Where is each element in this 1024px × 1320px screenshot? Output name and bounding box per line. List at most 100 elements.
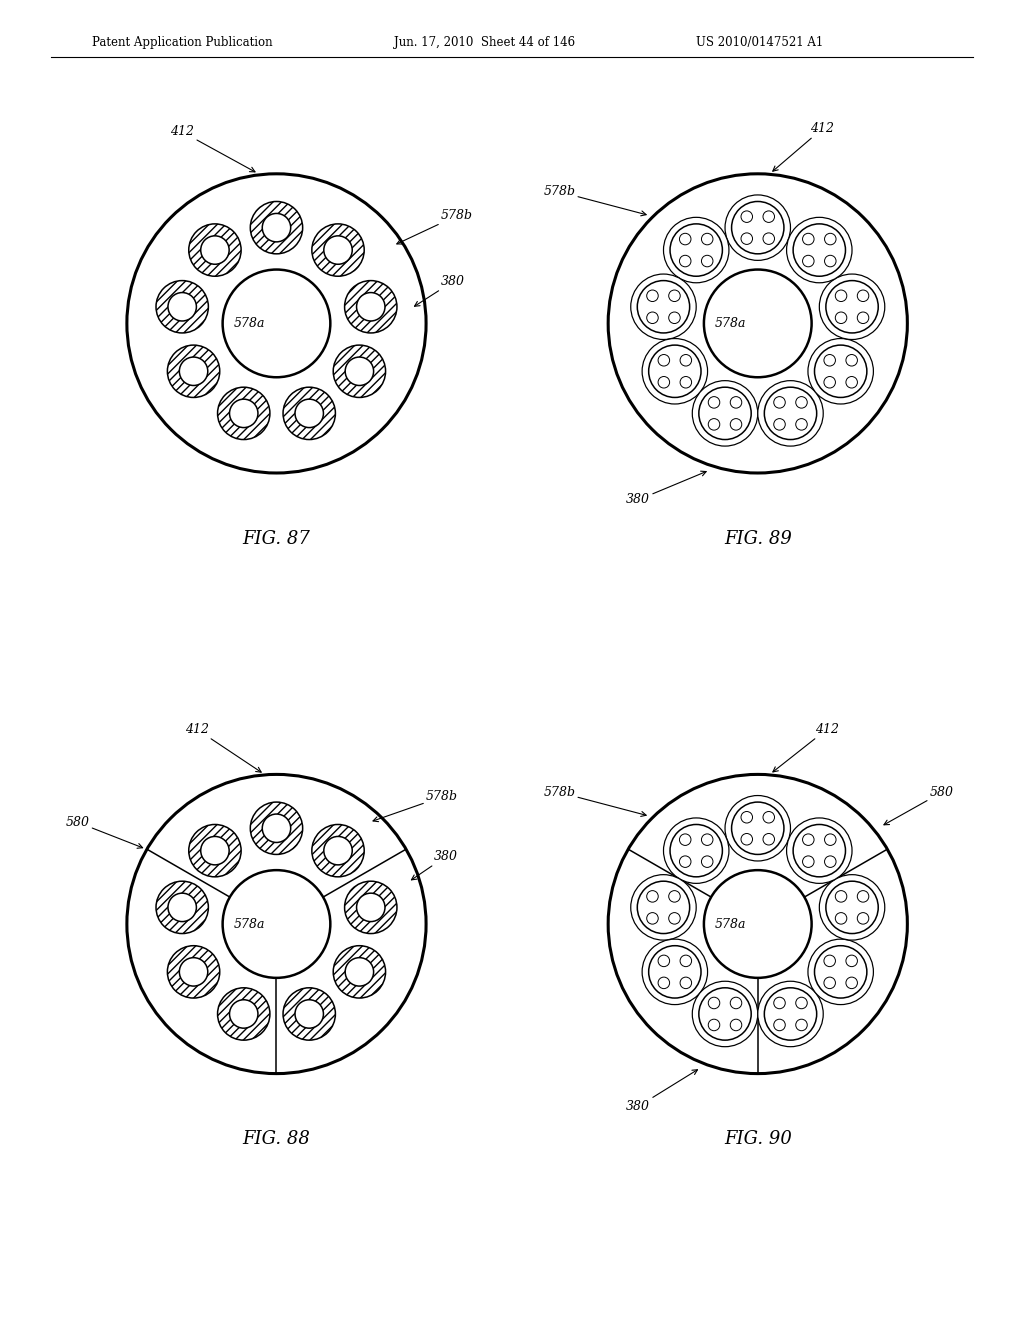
Circle shape <box>836 912 847 924</box>
Circle shape <box>188 825 241 876</box>
Circle shape <box>701 834 713 845</box>
Circle shape <box>731 202 784 253</box>
Circle shape <box>824 977 836 989</box>
Text: 380: 380 <box>412 850 458 880</box>
Circle shape <box>730 997 741 1008</box>
Circle shape <box>648 345 701 397</box>
Circle shape <box>250 803 303 854</box>
Circle shape <box>167 945 220 998</box>
Circle shape <box>758 380 823 446</box>
Circle shape <box>201 236 229 264</box>
Circle shape <box>345 958 374 986</box>
Circle shape <box>814 345 867 397</box>
Circle shape <box>670 825 722 876</box>
Circle shape <box>764 987 817 1040</box>
Text: FIG. 90: FIG. 90 <box>724 1130 792 1148</box>
Circle shape <box>669 290 680 301</box>
Circle shape <box>826 281 879 333</box>
Circle shape <box>222 870 331 978</box>
Text: US 2010/0147521 A1: US 2010/0147521 A1 <box>696 36 823 49</box>
Circle shape <box>824 956 836 966</box>
Circle shape <box>836 891 847 902</box>
Circle shape <box>637 882 689 933</box>
Circle shape <box>794 825 846 876</box>
Text: 380: 380 <box>415 275 465 306</box>
Circle shape <box>857 912 868 924</box>
Circle shape <box>637 281 689 333</box>
Circle shape <box>167 345 220 397</box>
Circle shape <box>763 812 774 824</box>
Circle shape <box>730 1019 741 1031</box>
Text: 412: 412 <box>170 125 255 172</box>
Circle shape <box>824 355 836 366</box>
Circle shape <box>836 312 847 323</box>
Circle shape <box>698 387 752 440</box>
Circle shape <box>741 232 753 244</box>
Text: 380: 380 <box>626 471 707 507</box>
Circle shape <box>731 803 784 854</box>
Circle shape <box>642 939 708 1005</box>
Circle shape <box>295 999 324 1028</box>
Circle shape <box>345 882 397 933</box>
Circle shape <box>201 837 229 865</box>
Circle shape <box>669 912 680 924</box>
Circle shape <box>709 997 720 1008</box>
Circle shape <box>648 945 701 998</box>
Circle shape <box>680 855 691 867</box>
Circle shape <box>631 275 696 339</box>
Circle shape <box>647 290 658 301</box>
Circle shape <box>709 1019 720 1031</box>
Circle shape <box>846 355 857 366</box>
Text: 412: 412 <box>773 123 835 172</box>
Circle shape <box>846 977 857 989</box>
Circle shape <box>725 796 791 861</box>
Circle shape <box>642 338 708 404</box>
Circle shape <box>324 236 352 264</box>
Circle shape <box>262 814 291 842</box>
Circle shape <box>796 396 807 408</box>
Circle shape <box>631 875 696 940</box>
Circle shape <box>786 218 852 282</box>
Circle shape <box>698 987 752 1040</box>
Circle shape <box>819 275 885 339</box>
Circle shape <box>758 981 823 1047</box>
Text: 380: 380 <box>626 1069 697 1113</box>
Circle shape <box>658 355 670 366</box>
Circle shape <box>824 255 836 267</box>
Circle shape <box>763 833 774 845</box>
Text: 578b: 578b <box>544 785 646 816</box>
Circle shape <box>250 202 303 253</box>
Circle shape <box>846 956 857 966</box>
Circle shape <box>658 956 670 966</box>
Text: 578a: 578a <box>233 917 265 931</box>
Circle shape <box>680 977 691 989</box>
Circle shape <box>808 338 873 404</box>
Circle shape <box>794 224 846 276</box>
Circle shape <box>803 855 814 867</box>
Circle shape <box>814 945 867 998</box>
Circle shape <box>670 224 722 276</box>
Circle shape <box>701 234 713 244</box>
Text: FIG. 87: FIG. 87 <box>243 529 310 548</box>
Circle shape <box>345 358 374 385</box>
Circle shape <box>179 358 208 385</box>
Circle shape <box>774 418 785 430</box>
Circle shape <box>680 355 691 366</box>
Circle shape <box>222 269 331 378</box>
Circle shape <box>168 293 197 321</box>
Circle shape <box>127 174 426 473</box>
Circle shape <box>156 882 208 933</box>
Circle shape <box>725 195 791 260</box>
Circle shape <box>763 211 774 223</box>
Circle shape <box>179 958 208 986</box>
Circle shape <box>741 812 753 824</box>
Text: FIG. 89: FIG. 89 <box>724 529 792 548</box>
Circle shape <box>680 834 691 845</box>
Circle shape <box>658 376 670 388</box>
Circle shape <box>333 345 386 397</box>
Circle shape <box>647 312 658 323</box>
Circle shape <box>824 376 836 388</box>
Circle shape <box>692 981 758 1047</box>
Circle shape <box>168 894 197 921</box>
Circle shape <box>188 224 241 276</box>
